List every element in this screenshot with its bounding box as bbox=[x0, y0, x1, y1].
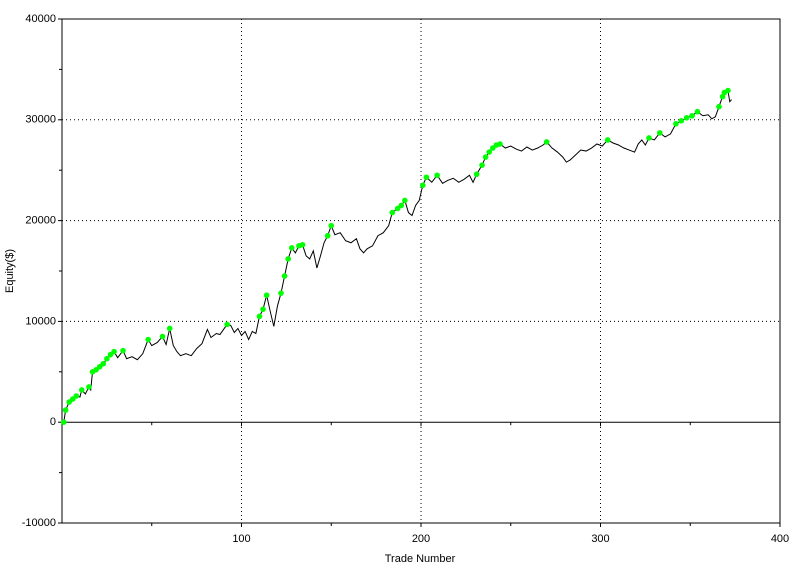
equity-line bbox=[63, 89, 732, 423]
y-tick-label: 20000 bbox=[25, 215, 56, 227]
new-high-marker bbox=[419, 182, 426, 189]
new-high-marker bbox=[656, 130, 663, 136]
y-tick-label: 0 bbox=[50, 416, 56, 428]
new-high-marker bbox=[166, 325, 173, 332]
new-high-marker bbox=[104, 355, 110, 362]
new-high-marker bbox=[389, 209, 396, 216]
new-high-marker bbox=[543, 139, 550, 145]
new-high-marker bbox=[62, 407, 69, 413]
new-high-marker bbox=[689, 112, 695, 119]
new-high-marker bbox=[224, 321, 230, 328]
new-high-marker bbox=[402, 197, 408, 204]
y-axis-label: Equity($) bbox=[4, 249, 16, 293]
new-high-marker bbox=[60, 419, 67, 426]
new-high-marker bbox=[256, 313, 263, 320]
x-tick-label: 200 bbox=[412, 533, 430, 545]
new-high-marker bbox=[278, 290, 284, 296]
x-tick-label: 400 bbox=[771, 533, 789, 545]
new-high-marker bbox=[100, 360, 107, 367]
y-tick-label: 40000 bbox=[25, 13, 56, 25]
new-high-marker bbox=[398, 202, 405, 209]
new-high-marker bbox=[434, 172, 440, 179]
new-high-marker bbox=[479, 162, 485, 168]
new-high-marker bbox=[299, 241, 306, 248]
new-high-marker bbox=[678, 118, 685, 124]
new-high-marker bbox=[260, 306, 266, 313]
x-axis-label: Trade Number bbox=[385, 553, 456, 565]
new-high-marker bbox=[683, 114, 690, 121]
new-high-marker bbox=[281, 273, 288, 279]
new-high-marker bbox=[159, 333, 166, 340]
new-high-marker bbox=[694, 108, 701, 115]
new-high-marker bbox=[716, 103, 722, 110]
new-high-marker bbox=[111, 348, 117, 355]
new-high-marker bbox=[486, 149, 493, 155]
x-tick-label: 300 bbox=[591, 533, 609, 545]
new-high-marker bbox=[263, 292, 270, 298]
new-high-marker bbox=[646, 135, 652, 141]
new-high-marker bbox=[120, 347, 126, 354]
new-high-marker bbox=[473, 171, 480, 178]
new-high-marker bbox=[604, 137, 611, 143]
new-high-marker bbox=[78, 387, 85, 393]
new-high-marker bbox=[673, 121, 679, 127]
new-high-marker bbox=[328, 222, 335, 229]
x-tick-label: 100 bbox=[232, 533, 250, 545]
new-high-marker bbox=[423, 174, 430, 181]
new-high-marker bbox=[324, 232, 331, 239]
new-high-marker bbox=[725, 87, 731, 94]
new-high-marker bbox=[482, 154, 489, 160]
y-tick-label: 30000 bbox=[25, 114, 56, 126]
new-high-marker bbox=[86, 384, 92, 390]
new-high-marker bbox=[497, 141, 503, 147]
new-high-marker bbox=[285, 256, 291, 262]
new-high-marker bbox=[288, 245, 295, 251]
y-tick-label: -10000 bbox=[22, 517, 56, 529]
y-tick-label: 10000 bbox=[25, 315, 56, 327]
new-high-marker bbox=[73, 393, 80, 399]
new-high-marker bbox=[145, 336, 151, 343]
